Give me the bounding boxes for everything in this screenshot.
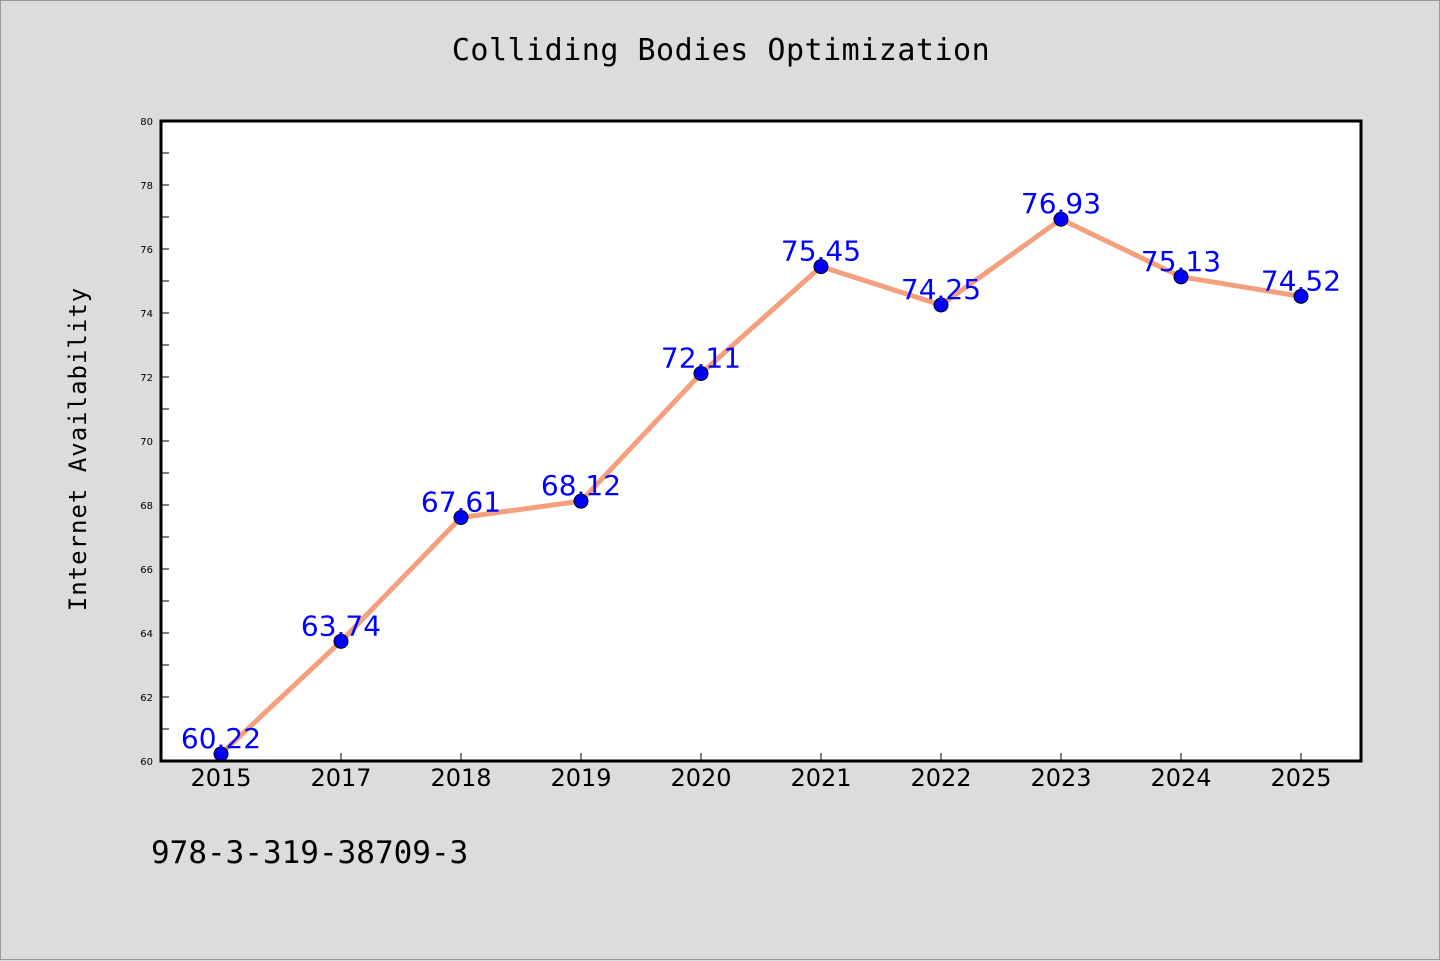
y-tick-label: 68: [140, 501, 153, 512]
x-tick-label: 2023: [1030, 764, 1091, 792]
data-label: 75.13: [1141, 245, 1221, 278]
data-point: [1293, 288, 1309, 304]
y-tick-label: 72: [140, 373, 153, 384]
data-label: 74.52: [1261, 264, 1341, 297]
data-point: [573, 493, 589, 509]
x-tick-label: 2020: [670, 764, 731, 792]
y-tick-label: 78: [140, 181, 153, 192]
x-tick-label: 2015: [190, 764, 251, 792]
x-tick-label: 2017: [310, 764, 371, 792]
y-tick-label: 76: [140, 245, 153, 256]
data-point: [1173, 269, 1189, 285]
isbn-footer: 978-3-319-38709-3: [151, 835, 469, 871]
x-tick-label: 2025: [1270, 764, 1331, 792]
data-point: [333, 633, 349, 649]
y-tick-label: 74: [140, 309, 153, 320]
x-tick-label: 2021: [790, 764, 851, 792]
chart-title: Colliding Bodies Optimization: [451, 33, 991, 68]
y-tick-label: 62: [140, 693, 153, 704]
data-label: 60.22: [181, 722, 261, 755]
x-tick-label: 2024: [1150, 764, 1211, 792]
data-point: [693, 365, 709, 381]
x-tick-label: 2022: [910, 764, 971, 792]
data-label: 72.11: [661, 341, 741, 374]
y-tick-label: 64: [140, 629, 153, 640]
data-point: [453, 509, 469, 525]
data-label: 75.45: [781, 235, 861, 268]
y-tick-label: 80: [140, 117, 153, 128]
x-tick-label: 2019: [550, 764, 611, 792]
plot-frame: [159, 119, 1363, 763]
x-tick-label: 2018: [430, 764, 491, 792]
data-point: [933, 297, 949, 313]
data-point: [1053, 211, 1069, 227]
y-tick-label: 70: [140, 437, 153, 448]
data-label: 74.25: [901, 273, 981, 306]
series-line: [218, 216, 1304, 757]
data-label: 68.12: [541, 469, 621, 502]
y-tick-label: 60: [140, 757, 153, 768]
y-tick-label: 66: [140, 565, 153, 576]
data-point: [813, 259, 829, 275]
data-label: 76.93: [1021, 187, 1101, 220]
data-label: 63.74: [301, 609, 381, 642]
data-label: 67.61: [421, 485, 501, 518]
plot-area: [161, 121, 1361, 761]
